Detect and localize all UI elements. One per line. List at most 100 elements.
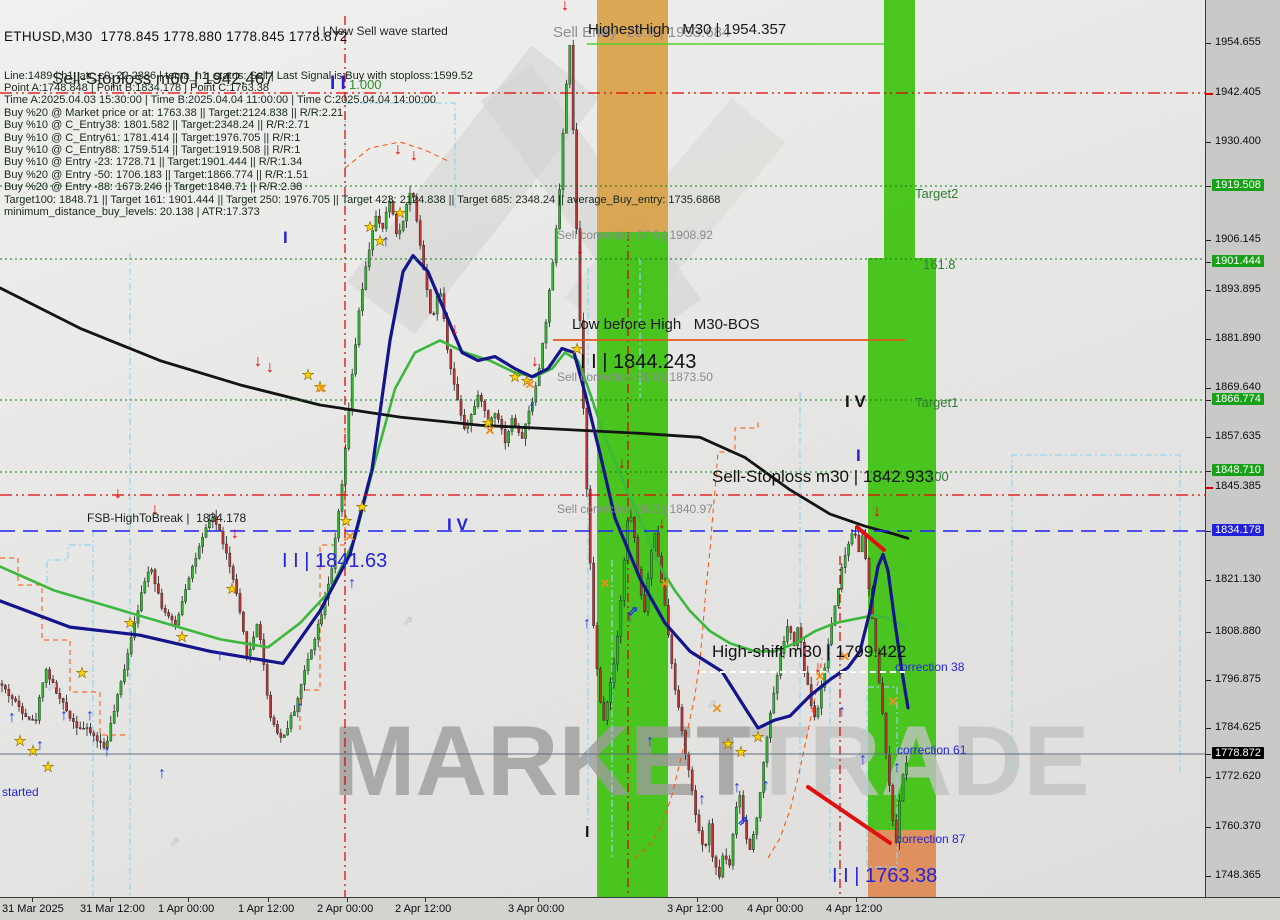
- candle-body: [395, 213, 398, 235]
- aux-line: [0, 557, 128, 736]
- buy-arrow-icon: ↑: [626, 609, 634, 626]
- price-axis[interactable]: 1954.655 1942.405 1930.400 1919.508 1906.145…: [1205, 0, 1280, 897]
- candle-body: [813, 705, 816, 718]
- chart-annotation: Target1: [915, 395, 959, 410]
- candle-body: [75, 721, 79, 728]
- candle-body: [826, 644, 830, 669]
- candle-body: [48, 669, 51, 680]
- info-line: minimum_distance_buy_levels: 20.138 | AT…: [4, 206, 260, 219]
- candle-body: [112, 711, 116, 724]
- candle-body: [201, 536, 204, 547]
- candle-body: [143, 581, 147, 593]
- time-tick-mark: [425, 898, 426, 902]
- candle-body: [582, 320, 585, 409]
- candle-body: [163, 607, 167, 613]
- candle-body: [452, 368, 456, 385]
- chart-annotation: I: [856, 446, 861, 465]
- buy-arrow-icon: ↑: [60, 707, 68, 724]
- candle-body: [653, 532, 657, 552]
- time-axis-label: 1 Apr 00:00: [158, 903, 215, 915]
- price-tick-mark: [1206, 290, 1211, 291]
- time-tick-mark: [697, 898, 698, 902]
- time-axis-label: 4 Apr 00:00: [747, 903, 804, 915]
- candle-body: [364, 266, 368, 290]
- candle-body: [225, 543, 228, 554]
- chart-annotation: started: [2, 785, 39, 799]
- cross-signal-icon: ✕: [815, 669, 826, 684]
- price-tick-mark: [1206, 876, 1211, 877]
- chart-canvas[interactable]: MARKETTRADE ↓ ↓ ↓ ↓ ↓ ↓ ↓ ↓ ↓ ↓ ↓ ↓ ↓ ↓ ↓ ↑ ↑ ↑ ↑ ↑ ↑ ↑ ↑ ↑ ↑ ↑ ↑ ↑…: [0, 0, 1205, 897]
- star-signal-icon: ★: [482, 414, 495, 430]
- price-tick-mark: [1206, 471, 1211, 472]
- candle-body: [17, 700, 21, 707]
- time-tick-mark: [268, 898, 269, 902]
- price-tick-mark: [1206, 262, 1211, 263]
- candle-body: [378, 215, 381, 224]
- candle-body: [684, 730, 687, 755]
- candle-body: [612, 663, 616, 683]
- sell-arrow-icon: ↓: [394, 141, 402, 158]
- candle-body: [650, 550, 653, 579]
- candle-body: [106, 740, 109, 748]
- time-axis[interactable]: 31 Mar 2025 31 Mar 12:00 1 Apr 00:00 1 Apr …: [0, 897, 1280, 920]
- time-axis-label: 31 Mar 12:00: [80, 903, 145, 915]
- candle-body: [357, 310, 361, 345]
- sell-arrow-icon: ↓: [151, 501, 159, 518]
- chart-annotation: I V: [845, 392, 866, 411]
- chart-annotation: 1.000: [349, 77, 382, 92]
- chart-annotation: I I | 1841.63: [282, 550, 388, 572]
- chart-annotation: Sell-Stoploss m30 | 1842.933: [712, 467, 934, 486]
- candle-body: [823, 667, 827, 688]
- price-axis-label: 1954.655: [1215, 36, 1261, 48]
- price-axis-label: 1906.145: [1215, 233, 1261, 245]
- watermark-part2: TRADE: [748, 705, 1090, 816]
- candle-body: [211, 516, 215, 521]
- price-axis-label: 1857.635: [1215, 430, 1261, 442]
- blue-diag-arrow-icon: ⇗: [628, 603, 639, 618]
- buy-arrow-icon: ↑: [216, 647, 224, 664]
- candle-body: [374, 215, 378, 231]
- price-tick-mark: [1206, 400, 1211, 401]
- candle-body: [857, 535, 861, 552]
- candle-body: [412, 192, 415, 198]
- demand-band-right-top: [884, 0, 915, 258]
- candle-body: [187, 578, 191, 590]
- price-tick-mark: [1206, 487, 1213, 489]
- price-plot[interactable]: ↓↓↓↓ ↓↓ ↓↓↓↓↓↓↓↓↓↑↑↑ ↑↑↑↑↑↑↑↑↑ ↑↑↑↑ ↑↑↑ ↑★★★★★…: [0, 0, 1205, 897]
- star-signal-icon: ★: [302, 366, 315, 382]
- candle-body: [779, 653, 782, 676]
- buy-arrow-icon: ↑: [348, 575, 356, 592]
- candle-body: [235, 579, 238, 594]
- chart-annotation: Target2: [915, 186, 959, 201]
- candle-body: [238, 593, 242, 613]
- candle-body: [286, 728, 289, 736]
- candle-body: [752, 834, 755, 850]
- candle-body: [78, 727, 82, 729]
- cross-signal-icon: ✕: [485, 423, 496, 438]
- chart-annotation: Sell Entry -23.6 | 1953.684: [553, 24, 731, 41]
- candle-body: [82, 727, 85, 730]
- chart-annotation: I I: [330, 73, 346, 94]
- candle-body: [758, 792, 762, 819]
- candle-body: [592, 562, 595, 626]
- buy-arrow-icon: ↑: [8, 709, 16, 726]
- candle-body: [806, 672, 810, 685]
- price-axis-label: 1784.625: [1215, 721, 1261, 733]
- candle-body: [92, 732, 96, 736]
- star-signal-icon: ★: [356, 498, 369, 514]
- candle-body: [558, 189, 561, 230]
- candle-body: [422, 245, 425, 270]
- candle-body: [816, 707, 820, 718]
- candle-body: [293, 711, 296, 716]
- star-signal-icon: ★: [735, 743, 748, 759]
- aux-line: [344, 102, 456, 208]
- buy-arrow-icon: ↑: [893, 759, 901, 776]
- star-signal-icon: ★: [314, 378, 327, 394]
- candle-body: [476, 394, 480, 407]
- star-signal-icon: ★: [76, 664, 89, 680]
- candle-body: [140, 592, 143, 611]
- candle-body: [554, 228, 558, 264]
- candle-body: [157, 583, 160, 594]
- candle-body: [265, 664, 269, 696]
